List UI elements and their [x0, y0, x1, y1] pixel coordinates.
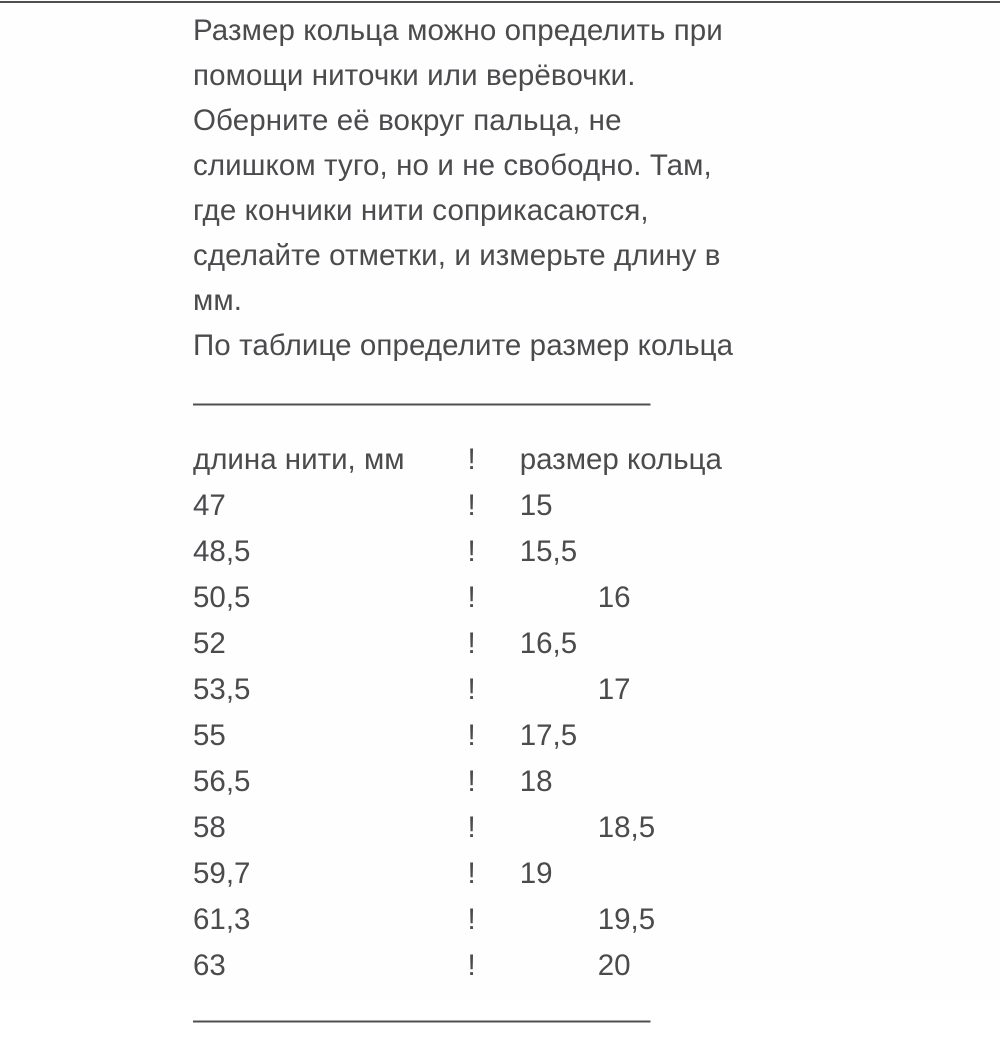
table-header-row: длина нити, мм ! размер кольца: [193, 437, 833, 483]
cell-thread-length: 56,5: [193, 765, 251, 798]
cell-separator: !: [467, 719, 476, 752]
column-header-thread-length: длина нити, мм: [193, 443, 405, 476]
cell-thread-length: 63: [193, 949, 226, 982]
cell-thread-length: 48,5: [193, 535, 251, 568]
cell-ring-size: 18: [519, 765, 553, 798]
table-row: 56,5! 18: [193, 759, 833, 805]
table-row: 47! 15: [193, 483, 833, 529]
cell-ring-size: 16: [597, 581, 631, 614]
table-body: 47! 15 48,5! 15,5 50,5! 16 52! 16,5 53,5! 17 55! 17…: [193, 483, 833, 989]
cell-ring-size: 19,5: [597, 903, 656, 936]
divider-rule-top: ————————————————: [193, 386, 651, 419]
cell-ring-size: 18,5: [597, 811, 656, 844]
cell-ring-size: 20: [597, 949, 631, 982]
table-row: 50,5! 16: [193, 575, 833, 621]
cell-separator: !: [467, 765, 476, 798]
cell-separator: !: [467, 489, 476, 522]
cell-separator: !: [467, 811, 476, 844]
top-edge-rule: [0, 1, 1000, 3]
divider-rule-bottom: ————————————————: [193, 1003, 651, 1036]
cell-ring-size: 17,5: [519, 719, 578, 752]
paragraph-line: помощи ниточки или верёвочки.: [193, 59, 636, 92]
ring-size-table: длина нити, мм ! размер кольца 47! 15 48,5…: [193, 437, 833, 989]
cell-thread-length: 59,7: [193, 857, 251, 890]
column-header-ring-size: размер кольца: [519, 443, 722, 476]
paragraph-line: сделайте отметки, и измерьте длину в: [193, 239, 721, 272]
table-row: 48,5! 15,5: [193, 529, 833, 575]
table-row: 52! 16,5: [193, 621, 833, 667]
cell-separator: !: [467, 627, 476, 660]
paragraph-line: Оберните её вокруг пальца, не: [193, 104, 622, 137]
cell-thread-length: 50,5: [193, 581, 251, 614]
paragraph-line: где кончики нити соприкасаются,: [193, 194, 649, 227]
cell-separator: !: [467, 949, 476, 982]
table-row: 61,3! 19,5: [193, 897, 833, 943]
document-content: Размер кольца можно определить при помощ…: [193, 8, 893, 1042]
table-row: 55! 17,5: [193, 713, 833, 759]
cell-thread-length: 53,5: [193, 673, 251, 706]
paragraph-line: мм.: [193, 284, 243, 317]
cell-ring-size: 15: [519, 489, 553, 522]
table-row: 63! 20: [193, 943, 833, 989]
paragraph-line: Размер кольца можно определить при: [193, 14, 723, 47]
instructions-paragraph: Размер кольца можно определить при помощ…: [193, 8, 893, 368]
cell-thread-length: 58: [193, 811, 226, 844]
table-row: 53,5! 17: [193, 667, 833, 713]
cell-separator: !: [467, 857, 476, 890]
table-row: 59,7! 19: [193, 851, 833, 897]
column-header-separator: !: [467, 443, 476, 476]
cell-ring-size: 16,5: [519, 627, 578, 660]
cell-thread-length: 55: [193, 719, 226, 752]
cell-thread-length: 47: [193, 489, 226, 522]
table-row: 58! 18,5: [193, 805, 833, 851]
paragraph-line: слишком туго, но и не свободно. Там,: [193, 149, 712, 182]
cell-ring-size: 15,5: [519, 535, 578, 568]
paragraph-line: По таблице определите размер кольца: [193, 329, 734, 362]
cell-thread-length: 52: [193, 627, 226, 660]
cell-separator: !: [467, 673, 476, 706]
cell-thread-length: 61,3: [193, 903, 251, 936]
cell-separator: !: [467, 535, 476, 568]
cell-separator: !: [467, 903, 476, 936]
cell-ring-size: 17: [597, 673, 631, 706]
cell-separator: !: [467, 581, 476, 614]
cell-ring-size: 19: [519, 857, 553, 890]
